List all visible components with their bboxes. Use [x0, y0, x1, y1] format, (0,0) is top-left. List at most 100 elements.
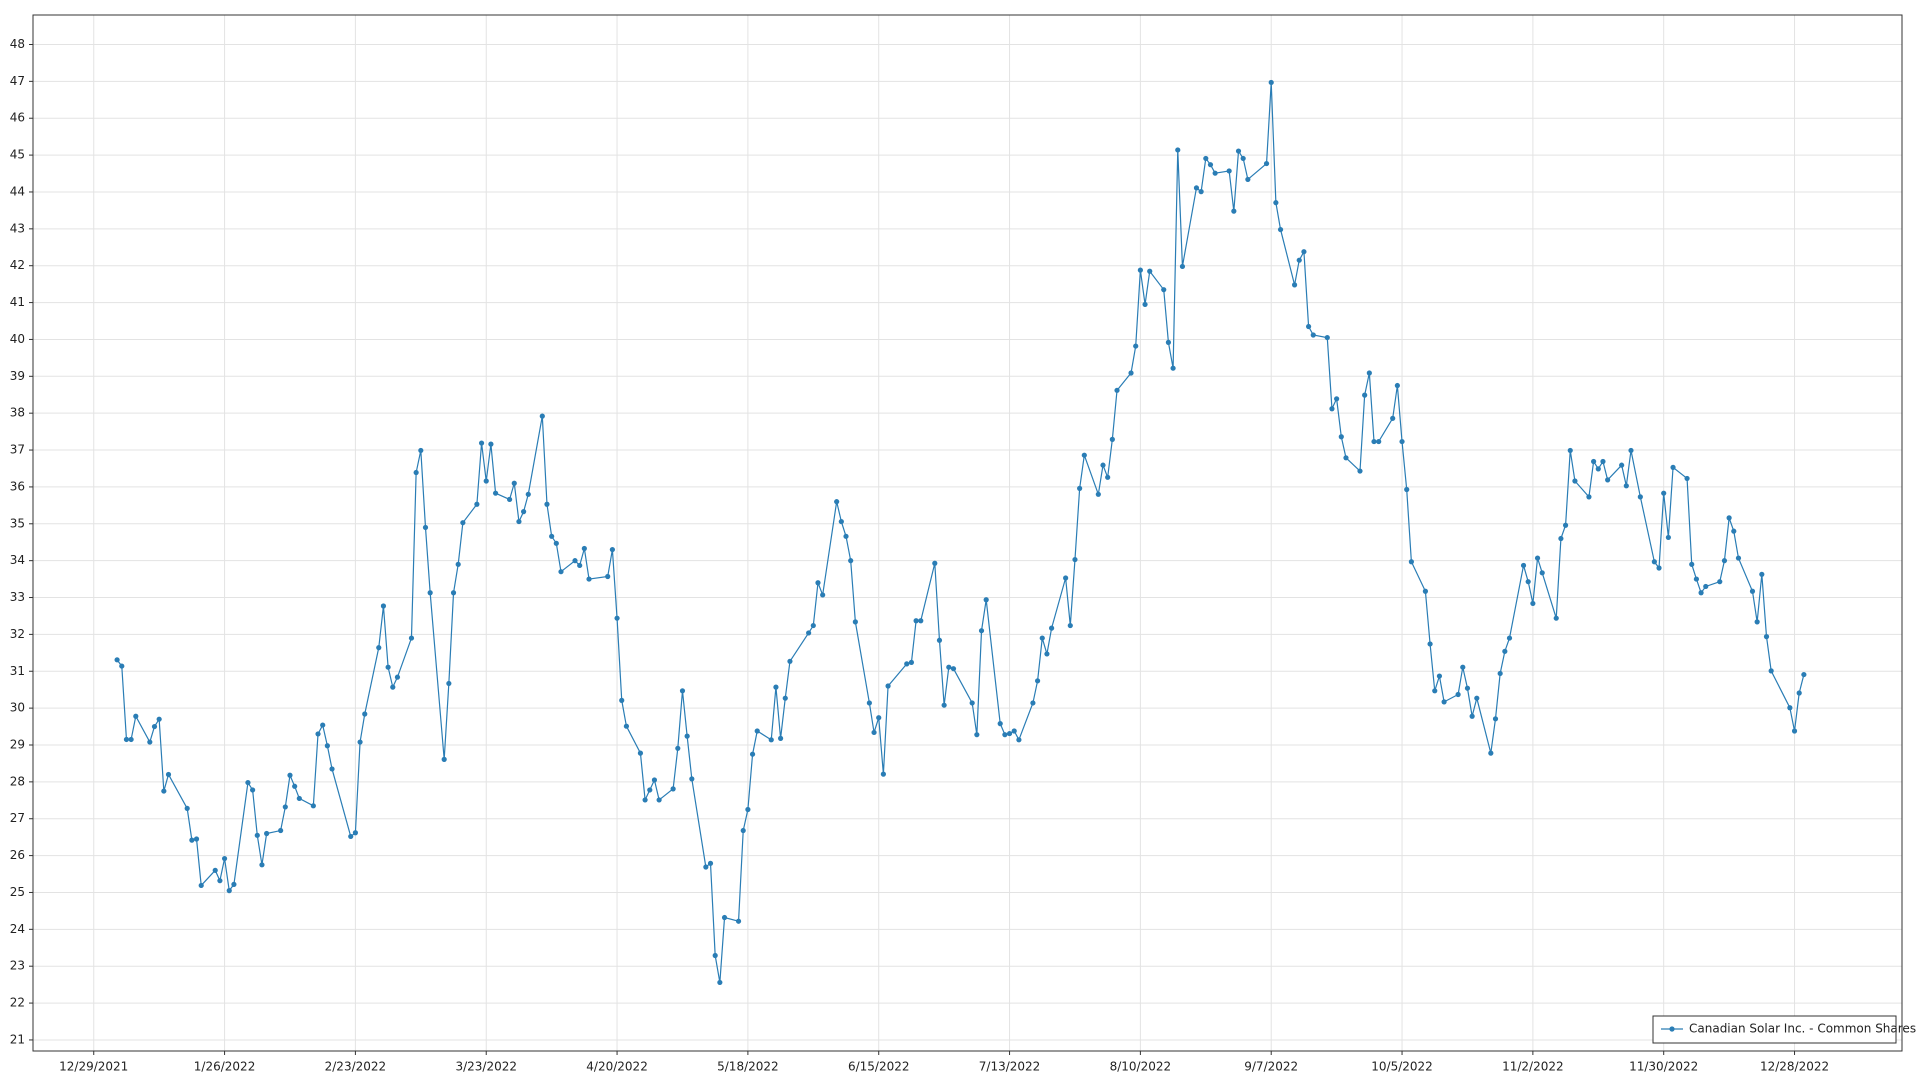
y-tick-label: 24 [10, 922, 25, 936]
data-point [1203, 155, 1209, 162]
data-point [488, 441, 494, 447]
data-point [815, 580, 821, 586]
data-point [1600, 458, 1606, 465]
data-point [810, 622, 816, 629]
data-point [852, 619, 858, 625]
data-point [684, 733, 690, 739]
data-point [773, 684, 779, 690]
data-point [521, 509, 527, 515]
data-point [904, 661, 910, 667]
data-point [1689, 561, 1695, 567]
data-point [1455, 691, 1461, 698]
y-tick-label: 48 [10, 37, 25, 51]
data-point [1735, 555, 1742, 561]
data-point [1796, 690, 1802, 696]
data-point [287, 772, 293, 778]
data-point [1161, 287, 1167, 293]
data-point [1801, 671, 1807, 678]
x-tick-label: 3/23/2022 [455, 1060, 517, 1074]
data-point [324, 743, 330, 749]
y-tick-label: 25 [10, 885, 25, 899]
data-point [1137, 267, 1143, 273]
data-point [380, 603, 387, 609]
data-point [217, 878, 223, 884]
data-point [1665, 534, 1671, 541]
y-tick-label: 45 [10, 148, 25, 162]
data-point [1212, 170, 1218, 176]
data-point [876, 715, 882, 721]
data-point [1207, 162, 1214, 168]
plot-frame [32, 14, 1903, 1052]
data-point [778, 735, 784, 741]
data-point [259, 862, 265, 868]
data-point [422, 524, 429, 531]
data-point [1165, 339, 1172, 345]
data-point [133, 713, 139, 719]
data-point [1128, 370, 1134, 376]
data-point [1441, 699, 1447, 705]
data-point [689, 776, 695, 782]
data-point [250, 787, 256, 793]
data-point [1147, 268, 1153, 274]
data-point [278, 827, 284, 834]
data-point [264, 830, 270, 837]
data-point [478, 440, 485, 446]
x-tick-label: 11/30/2022 [1629, 1060, 1698, 1074]
data-point [1109, 436, 1115, 442]
data-point [114, 657, 120, 663]
data-point [1039, 635, 1045, 641]
data-point [806, 630, 812, 636]
data-point [184, 805, 190, 812]
data-point [450, 590, 457, 596]
data-point [1754, 619, 1760, 625]
data-point [1006, 730, 1013, 737]
data-point [226, 888, 232, 894]
data-point [1002, 732, 1008, 738]
data-point [511, 480, 517, 486]
data-point [1175, 147, 1181, 153]
data-point [1193, 185, 1200, 191]
data-point [1693, 576, 1700, 582]
data-point [413, 469, 419, 476]
data-point [623, 723, 630, 729]
data-point [1114, 387, 1120, 393]
x-tick-label: 9/7/2022 [1244, 1060, 1298, 1074]
data-point [1305, 323, 1312, 330]
data-point [848, 558, 854, 564]
axes: 21 22 23 24 25 26 27 28 29 30 31 32 33 34 35 36 37 38 39 40… [10, 37, 1829, 1074]
data-point [1651, 559, 1657, 565]
data-point [282, 804, 288, 810]
data-point [1404, 486, 1410, 493]
x-tick-label: 5/18/2022 [717, 1060, 779, 1074]
data-point [1768, 668, 1774, 674]
y-tick-label: 36 [10, 479, 25, 493]
data-point [908, 659, 915, 666]
x-tick-label: 6/15/2022 [848, 1060, 910, 1074]
data-point [834, 499, 840, 505]
data-point [932, 560, 938, 566]
data-point [525, 491, 531, 497]
data-point [1296, 257, 1302, 263]
data-point [754, 728, 760, 734]
data-point [1605, 477, 1611, 483]
data-point [1464, 685, 1471, 691]
data-point [408, 635, 415, 641]
data-point [1506, 635, 1513, 641]
data-point [1731, 528, 1737, 534]
data-point [946, 664, 952, 670]
data-point [1198, 188, 1204, 195]
legend-box [1652, 1015, 1897, 1044]
data-point [950, 666, 957, 672]
data-point [1619, 462, 1625, 468]
data-point [1436, 673, 1443, 679]
data-point [936, 637, 943, 643]
data-point [315, 731, 321, 737]
data-point [913, 618, 919, 624]
plot [114, 79, 1807, 986]
data-point [974, 732, 980, 738]
data-point [492, 490, 499, 496]
data-point [735, 918, 742, 924]
data-point [642, 797, 648, 803]
data-point [357, 739, 363, 745]
